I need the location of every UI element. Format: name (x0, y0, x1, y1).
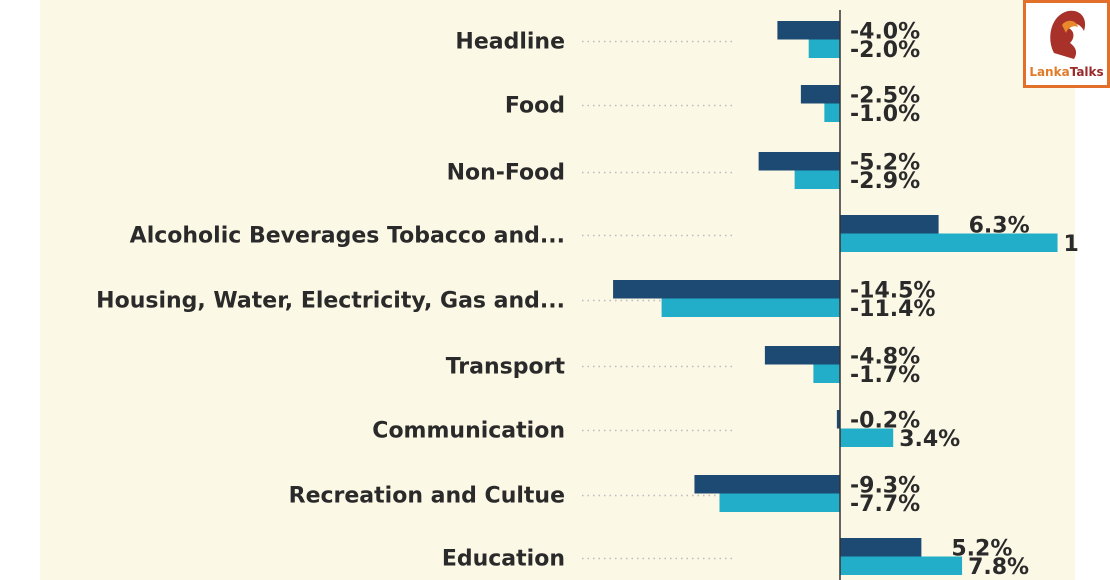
bar (840, 428, 894, 447)
category-label: Transport (446, 355, 566, 380)
lankatalks-logo: LankaTalks (1023, 0, 1110, 88)
value-label: -5.2% (850, 150, 920, 175)
value-label: -14.5% (850, 278, 935, 303)
category-label: Alcoholic Beverages Tobacco and... (130, 224, 565, 249)
bar (840, 233, 1058, 252)
value-label: 3.4% (899, 427, 960, 452)
category-label: Non-Food (447, 161, 565, 186)
value-label: 7.8% (968, 555, 1029, 580)
bar (764, 346, 840, 365)
bar (777, 21, 840, 40)
category-label: Communication (372, 419, 565, 444)
value-label: -11.4% (850, 297, 935, 322)
logo-text-2: Talks (1069, 65, 1104, 79)
bar (800, 85, 840, 104)
bar (813, 364, 840, 383)
value-label: -2.9% (850, 169, 920, 194)
value-label: -1.7% (850, 363, 920, 388)
category-label: Education (442, 547, 565, 572)
value-label: -1.0% (850, 102, 920, 127)
bar (840, 538, 922, 557)
bar (840, 215, 939, 234)
bar (613, 280, 840, 299)
value-label: -9.3% (850, 473, 920, 498)
logo-text: Lanka (1029, 65, 1070, 79)
bar (794, 170, 840, 189)
value-label: -2.5% (850, 83, 920, 108)
bar (808, 39, 840, 58)
bar (840, 556, 963, 575)
bar (836, 410, 840, 429)
category-label: Food (505, 94, 565, 119)
value-label: -4.8% (850, 344, 920, 369)
value-label: -7.7% (850, 492, 920, 517)
category-label: Housing, Water, Electricity, Gas and... (96, 289, 565, 314)
bar (661, 298, 840, 317)
value-label: -4.0% (850, 19, 920, 44)
bar (694, 475, 840, 494)
category-label: Headline (455, 30, 565, 55)
bar (719, 493, 840, 512)
bar (824, 103, 840, 122)
lion-icon (1050, 10, 1086, 59)
bar (758, 152, 840, 171)
value-label: 1 (1064, 232, 1079, 257)
chart-background (40, 0, 1075, 580)
category-label: Recreation and Cultue (289, 484, 565, 509)
value-label: -2.0% (850, 38, 920, 63)
